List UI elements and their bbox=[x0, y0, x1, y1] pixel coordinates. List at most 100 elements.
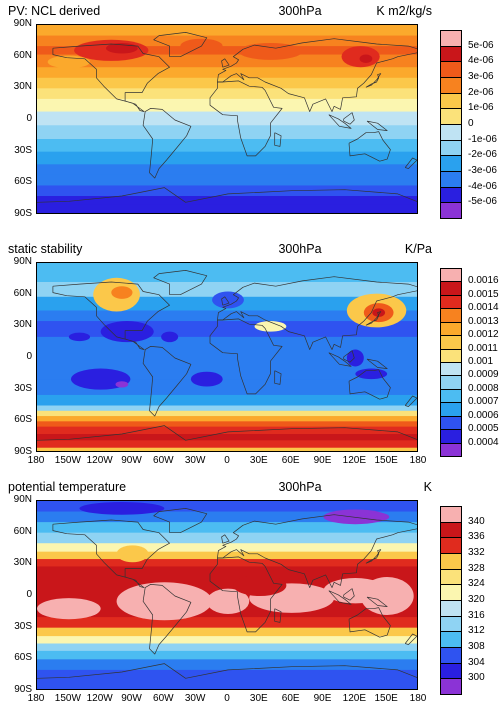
field-feature bbox=[79, 502, 165, 515]
longitude-label: 120E bbox=[342, 455, 367, 466]
field-band bbox=[37, 196, 417, 205]
latitude-label: 60S bbox=[14, 176, 32, 188]
longitude-label: 90E bbox=[313, 693, 332, 704]
colorbar-swatch bbox=[440, 77, 462, 94]
colorbar-swatch bbox=[440, 108, 462, 125]
field-band bbox=[37, 204, 417, 213]
coastline bbox=[153, 270, 208, 296]
colorbar-swatch bbox=[440, 281, 462, 296]
latitude-label: 90N bbox=[13, 494, 32, 505]
coastline bbox=[221, 58, 230, 68]
longitude-label: 0 bbox=[224, 455, 230, 466]
coastline bbox=[348, 131, 391, 162]
field-band bbox=[37, 522, 417, 534]
colorbar-label: 328 bbox=[468, 562, 485, 574]
coastline bbox=[404, 395, 417, 407]
longitude-label: 150W bbox=[54, 455, 81, 466]
latitude-label: 60N bbox=[13, 49, 32, 61]
longitude-label: 90W bbox=[121, 693, 142, 704]
coastline bbox=[343, 350, 355, 363]
colorbar-swatch bbox=[440, 506, 462, 523]
field-band bbox=[37, 125, 417, 140]
longitude-label: 90W bbox=[121, 455, 142, 466]
longitude-label: 60W bbox=[153, 693, 174, 704]
field-feature bbox=[238, 42, 303, 60]
coastline bbox=[404, 633, 417, 645]
colorbar-label: 0.0016 bbox=[468, 275, 499, 287]
latitude-label: 0 bbox=[26, 351, 32, 362]
coastline bbox=[209, 80, 283, 157]
colorbar-swatch bbox=[440, 155, 462, 172]
panel-units: K m2/kg/s bbox=[376, 4, 432, 18]
latitude-label: 0 bbox=[26, 589, 32, 600]
field-band bbox=[37, 511, 417, 523]
field-feature bbox=[116, 545, 149, 563]
field-band bbox=[37, 164, 417, 176]
latitude-label: 90S bbox=[14, 208, 32, 219]
latitude-label: 30N bbox=[13, 319, 32, 331]
field-feature bbox=[346, 349, 364, 367]
field-band bbox=[37, 643, 417, 652]
coastline bbox=[37, 187, 417, 203]
longitude-label: 30E bbox=[249, 693, 268, 704]
field-band bbox=[37, 35, 417, 47]
field-band bbox=[37, 617, 417, 629]
coastline bbox=[217, 38, 417, 112]
colorbar-swatch bbox=[440, 662, 462, 680]
colorbar-label: 1e-06 bbox=[468, 102, 494, 114]
coastline bbox=[328, 352, 352, 367]
coastline bbox=[404, 157, 417, 169]
colorbar-label: -2e-06 bbox=[468, 149, 497, 161]
colorbar-swatch bbox=[440, 537, 462, 554]
coastline bbox=[365, 549, 382, 564]
colorbar-swatch bbox=[440, 348, 462, 363]
colorbar-swatch bbox=[440, 442, 462, 457]
colorbar-swatch bbox=[440, 600, 462, 617]
field-band bbox=[37, 263, 417, 283]
field-feature bbox=[116, 582, 213, 621]
coastline bbox=[274, 132, 282, 147]
coastline bbox=[366, 120, 388, 131]
contour-fill bbox=[37, 501, 417, 689]
colorbar-label: -1e-06 bbox=[468, 133, 497, 145]
colorbar-label: 0.0013 bbox=[468, 315, 499, 327]
field-band bbox=[37, 501, 417, 513]
coastline bbox=[221, 534, 230, 544]
longitude-label: 30W bbox=[184, 693, 206, 704]
longitude-label: 180 bbox=[409, 693, 427, 704]
latitude-label: 0 bbox=[26, 113, 32, 124]
field-feature bbox=[360, 577, 414, 615]
colorbar-label: 340 bbox=[468, 515, 485, 527]
coastline bbox=[366, 358, 388, 369]
colorbar-swatch bbox=[440, 615, 462, 633]
colorbar-swatch bbox=[440, 294, 462, 310]
field-band bbox=[37, 434, 417, 441]
field-feature bbox=[111, 286, 133, 299]
field-band bbox=[37, 440, 417, 449]
coastline bbox=[365, 73, 382, 88]
longitude-label: 60W bbox=[153, 455, 174, 466]
longitude-label: 120W bbox=[86, 693, 113, 704]
colorbar-label: 0.0012 bbox=[468, 329, 499, 341]
field-band bbox=[37, 88, 417, 100]
panel-title: static stability bbox=[8, 242, 83, 256]
potential-temperature-panel: potential temperature 300hPa K 90N 60N 30N… bbox=[0, 480, 504, 716]
longitude-label: 60E bbox=[281, 455, 300, 466]
latitude-label: 90S bbox=[14, 446, 32, 457]
colorbar-label: 308 bbox=[468, 641, 485, 652]
coastline bbox=[142, 108, 192, 179]
colorbar-label: 5e-06 bbox=[468, 39, 494, 51]
colorbar-swatch bbox=[440, 61, 462, 78]
coastline bbox=[221, 296, 230, 306]
field-band bbox=[37, 185, 417, 197]
field-band bbox=[37, 669, 417, 689]
colorbar-label: 0.0008 bbox=[468, 382, 499, 394]
longitude-label: 150E bbox=[374, 693, 398, 704]
longitude-label: 30E bbox=[249, 455, 268, 466]
coastline bbox=[348, 369, 391, 400]
field-feature bbox=[254, 321, 287, 332]
longitude-label: 60E bbox=[281, 693, 300, 704]
field-band bbox=[37, 410, 417, 417]
colorbar-label: 0.0006 bbox=[468, 409, 499, 421]
latitude-label: 60S bbox=[14, 414, 32, 426]
